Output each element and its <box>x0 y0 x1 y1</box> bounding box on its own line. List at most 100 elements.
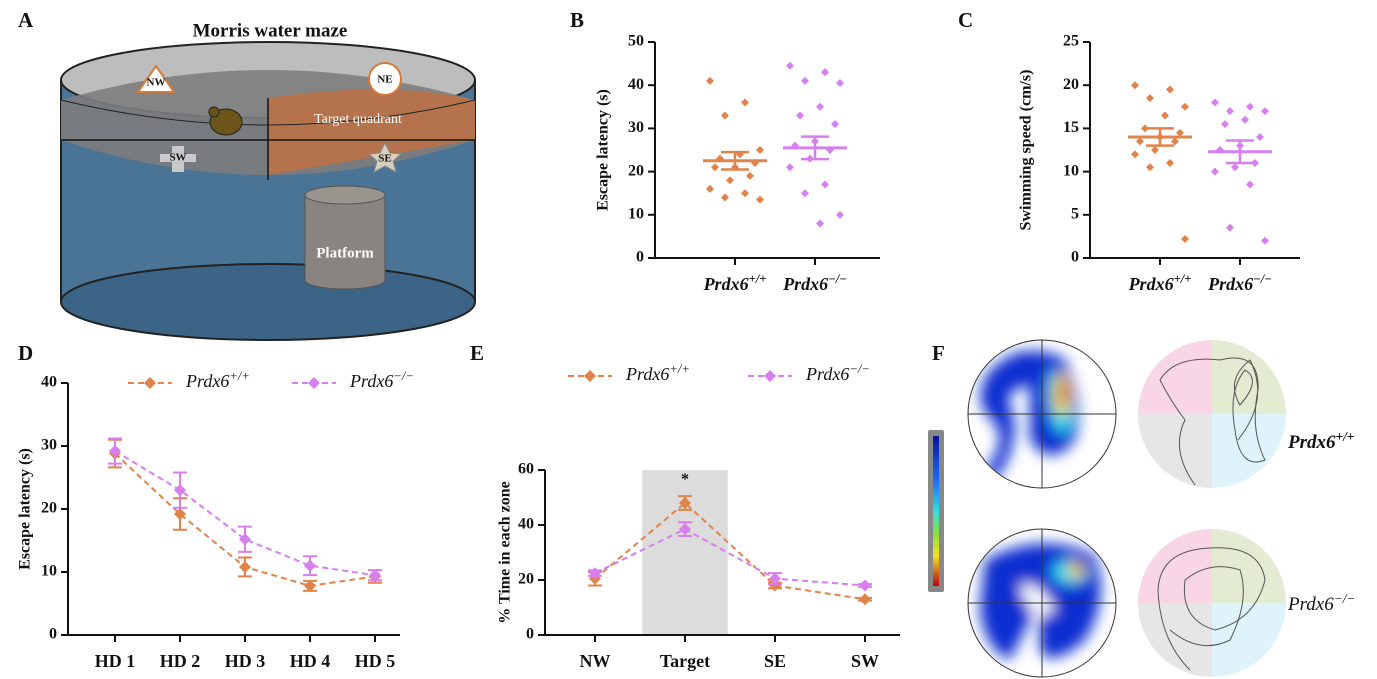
track-plot <box>1138 529 1286 677</box>
data-point <box>1151 146 1159 154</box>
data-point <box>796 111 804 120</box>
legend-label: Prdx6−/− <box>349 369 414 391</box>
platform-top <box>304 185 386 205</box>
y-tick-label: 20 <box>518 571 534 588</box>
data-point <box>1211 98 1219 107</box>
cue-label: NE <box>377 74 392 86</box>
data-point <box>369 569 381 582</box>
platform <box>304 194 386 290</box>
y-tick-label: 0 <box>1071 249 1079 266</box>
x-tick-label: HD 1 <box>95 651 136 671</box>
x-tick-label: Prdx6+/+ <box>703 272 767 294</box>
y-tick-label: 0 <box>636 249 644 266</box>
data-point <box>1141 124 1149 133</box>
y-axis-label: Escape latency (s) <box>17 448 34 570</box>
x-tick-label: SW <box>851 651 879 671</box>
platform-label: Platform <box>316 245 374 261</box>
data-point <box>706 184 714 193</box>
y-tick-label: 10 <box>628 205 644 222</box>
data-point <box>1131 81 1139 90</box>
legend-label: Prdx6+/+ <box>625 362 690 384</box>
track-panel: F <box>928 339 1355 678</box>
y-axis-label: % Time in each zone <box>497 481 514 624</box>
data-point <box>721 193 729 202</box>
y-tick-label: 20 <box>628 162 644 179</box>
panel-letter: E <box>470 341 484 365</box>
data-point <box>1226 223 1234 232</box>
data-point <box>1246 180 1254 189</box>
cue-label: NW <box>147 77 166 89</box>
legend-marker <box>308 377 320 389</box>
data-point <box>706 76 714 85</box>
x-tick-label: HD 3 <box>225 651 266 671</box>
x-tick-label: Target <box>660 651 710 671</box>
data-point <box>1146 94 1154 103</box>
data-point <box>816 102 824 111</box>
data-point <box>174 484 186 497</box>
data-point <box>1251 158 1259 167</box>
x-tick-label: Prdx6−/− <box>782 272 847 294</box>
maze-bottom <box>60 263 476 341</box>
data-point <box>1231 163 1239 172</box>
data-point <box>859 579 871 592</box>
data-point <box>721 111 729 120</box>
data-point <box>801 189 809 198</box>
data-point <box>679 523 691 536</box>
error-bar <box>1226 139 1254 165</box>
maze-title: Morris water maze <box>193 20 348 41</box>
data-point <box>1131 150 1139 159</box>
panel-letter: D <box>18 341 33 365</box>
data-point <box>679 497 691 509</box>
data-point <box>1241 115 1249 124</box>
data-point <box>109 445 121 458</box>
data-point <box>711 163 719 172</box>
maze-rim-inner <box>60 99 476 126</box>
arena-outline <box>967 528 1117 678</box>
x-tick-label: HD 2 <box>160 651 201 671</box>
x-tick-label: HD 5 <box>355 651 396 671</box>
series-line <box>114 450 376 577</box>
data-point <box>1256 133 1264 142</box>
maze-illustration: A Morris water maze NW NE Target quadran… <box>18 8 476 341</box>
data-point <box>174 508 186 521</box>
annotation: * <box>681 471 689 488</box>
track-plot <box>1138 340 1286 488</box>
y-tick-label: 30 <box>628 119 644 136</box>
legend-label: Prdx6+/+ <box>185 369 250 391</box>
y-tick-label: 60 <box>518 461 534 478</box>
data-point <box>756 195 764 204</box>
y-tick-label: 10 <box>1063 162 1079 179</box>
y-tick-label: 0 <box>49 626 57 643</box>
panel-letter: B <box>570 8 584 32</box>
data-point <box>1161 111 1169 120</box>
data-point <box>239 533 251 546</box>
ne-cue <box>368 62 402 96</box>
colorbar <box>933 436 939 586</box>
y-axis-label: Escape latency (s) <box>595 89 612 211</box>
mouse <box>208 106 220 118</box>
x-tick-label: HD 4 <box>290 651 331 671</box>
y-tick-label: 30 <box>41 437 57 454</box>
data-point <box>304 559 316 572</box>
data-point <box>1221 120 1229 129</box>
heatmap <box>968 340 1116 488</box>
series-line <box>594 527 866 587</box>
genotype-label: Prdx6+/+ <box>1287 429 1354 453</box>
panel-letter: A <box>18 8 34 32</box>
sw-cue <box>160 146 196 172</box>
y-tick-label: 20 <box>41 500 57 517</box>
y-tick-label: 10 <box>41 563 57 580</box>
data-point <box>741 189 749 198</box>
error-bar <box>1146 127 1174 147</box>
panel-letter: F <box>932 341 945 365</box>
data-point <box>1146 163 1154 172</box>
y-tick-label: 40 <box>518 516 534 533</box>
error-bar <box>721 150 749 171</box>
y-tick-label: 40 <box>628 76 644 93</box>
data-point <box>589 567 601 580</box>
y-tick-label: 50 <box>628 33 644 50</box>
data-point <box>1226 107 1234 116</box>
data-point <box>821 180 829 189</box>
y-tick-label: 5 <box>1071 205 1079 222</box>
